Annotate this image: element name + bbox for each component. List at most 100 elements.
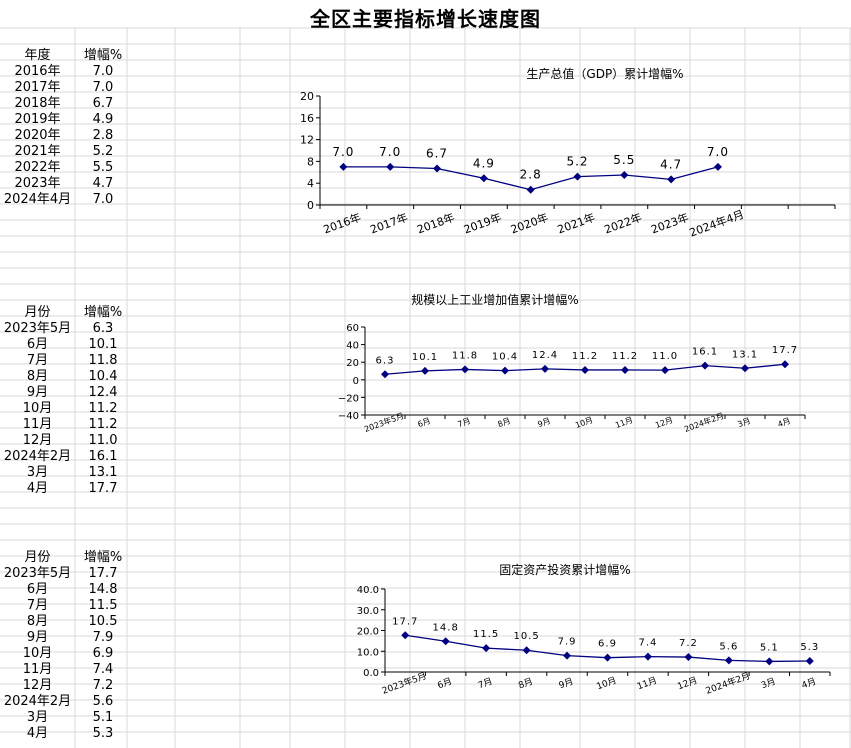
data-point[interactable]: [573, 172, 582, 181]
x-category-label: 11月: [614, 415, 634, 430]
table-row: 8月 10.4: [0, 369, 130, 385]
growth-cell: 5.2: [92, 144, 114, 159]
x-category-label: 2016年: [321, 210, 362, 236]
data-point[interactable]: [381, 370, 389, 379]
table-header-row: 月份 增幅%: [0, 305, 130, 321]
data-point[interactable]: [667, 175, 676, 184]
data-point[interactable]: [661, 366, 669, 375]
table-row: 12月 7.2: [0, 678, 130, 694]
period-cell: 10月: [22, 646, 53, 661]
data-label: 13.1: [732, 349, 758, 360]
data-point[interactable]: [563, 651, 572, 660]
data-point[interactable]: [479, 174, 488, 183]
table-row: 10月 6.9: [0, 646, 130, 662]
data-label: 14.8: [433, 622, 459, 633]
data-point[interactable]: [441, 637, 450, 646]
table-row: 2018年 6.7: [0, 96, 130, 112]
data-point[interactable]: [713, 162, 722, 171]
x-category-label: 9月: [557, 676, 575, 691]
growth-cell: 14.8: [88, 582, 118, 597]
period-cell: 4月: [26, 726, 49, 741]
data-point[interactable]: [339, 162, 348, 171]
x-category-label: 7月: [476, 676, 494, 691]
x-category-label: 2024年4月: [687, 207, 745, 240]
growth-cell: 7.2: [92, 678, 114, 693]
period-cell: 2018年: [14, 96, 61, 111]
table-row: 9月 7.9: [0, 630, 130, 646]
period-cell: 2023年5月: [3, 566, 72, 581]
y-tick-label: 60: [346, 323, 359, 334]
table-header-row: 月份 增幅%: [0, 550, 130, 566]
y-tick-label: 12: [300, 134, 314, 147]
table-row: 2023年 4.7: [0, 176, 130, 192]
y-tick-label: 30.0: [357, 606, 379, 617]
data-label: 10.5: [513, 631, 539, 642]
column-header: 月份: [24, 305, 51, 320]
data-label: 7.0: [332, 145, 354, 159]
data-point[interactable]: [501, 366, 509, 375]
data-label: 11.2: [572, 351, 598, 362]
data-point[interactable]: [401, 631, 410, 640]
table-header-row: 年度 增幅%: [0, 48, 130, 64]
x-category-label: 4月: [776, 416, 791, 429]
data-point[interactable]: [461, 365, 469, 374]
data-label: 5.2: [566, 155, 588, 169]
growth-cell: 5.3: [92, 726, 114, 741]
page-title: 全区主要指标增长速度图: [310, 7, 541, 31]
x-category-label: 8月: [517, 676, 535, 691]
data-label: 7.0: [707, 145, 729, 159]
table-row: 2020年 2.8: [0, 128, 130, 144]
data-point[interactable]: [765, 657, 774, 666]
data-point[interactable]: [805, 657, 814, 666]
table-row: 11月 7.4: [0, 662, 130, 678]
period-cell: 8月: [26, 369, 49, 384]
data-point[interactable]: [482, 644, 491, 653]
x-category-label: 2022年: [602, 210, 643, 236]
chart-title: 规模以上工业增加值累计增幅%: [411, 292, 578, 307]
growth-cell: 5.6: [92, 694, 114, 709]
data-label: 7.2: [679, 638, 698, 649]
growth-cell: 7.0: [92, 80, 114, 95]
growth-cell: 17.7: [88, 481, 118, 496]
data-point[interactable]: [620, 171, 629, 180]
data-point[interactable]: [526, 185, 535, 194]
data-point[interactable]: [581, 365, 589, 374]
data-label: 7.9: [558, 637, 577, 648]
table-row: 2021年 5.2: [0, 144, 130, 160]
data-point[interactable]: [724, 656, 733, 665]
data-point[interactable]: [386, 162, 395, 171]
data-point[interactable]: [701, 361, 709, 370]
data-point[interactable]: [621, 365, 629, 374]
period-cell: 2022年: [14, 160, 61, 175]
period-cell: 12月: [22, 678, 53, 693]
data-label: 4.7: [660, 157, 682, 171]
growth-cell: 11.5: [88, 598, 118, 613]
growth-cell: 2.8: [92, 128, 114, 143]
y-tick-label: 0: [353, 376, 359, 387]
x-category-label: 10月: [574, 415, 594, 430]
data-point[interactable]: [781, 360, 789, 369]
investment-growth-chart[interactable]: 固定资产投资累计增幅% 0.0 10.0 20.0 30.0 40.0 2023年5月 6月 7…: [350, 560, 850, 745]
data-label: 17.7: [392, 616, 418, 627]
period-cell: 9月: [26, 630, 49, 645]
data-point[interactable]: [522, 646, 531, 655]
data-point[interactable]: [603, 653, 612, 662]
data-label: 11.8: [452, 350, 478, 361]
growth-cell: 7.4: [92, 662, 114, 677]
y-tick-label: 0.0: [363, 668, 379, 679]
period-cell: 12月: [22, 433, 53, 448]
table-row: 2023年5月 17.7: [0, 566, 130, 582]
data-point[interactable]: [433, 164, 442, 173]
data-point[interactable]: [421, 366, 429, 375]
x-category-label: 2017年: [368, 210, 409, 236]
data-point[interactable]: [541, 364, 549, 373]
data-point[interactable]: [741, 364, 749, 373]
data-point[interactable]: [643, 652, 652, 661]
data-point[interactable]: [684, 653, 693, 662]
period-cell: 2020年: [14, 128, 61, 143]
period-cell: 2017年: [14, 80, 61, 95]
column-header: 增幅%: [83, 48, 123, 63]
data-label: 11.0: [652, 351, 678, 362]
